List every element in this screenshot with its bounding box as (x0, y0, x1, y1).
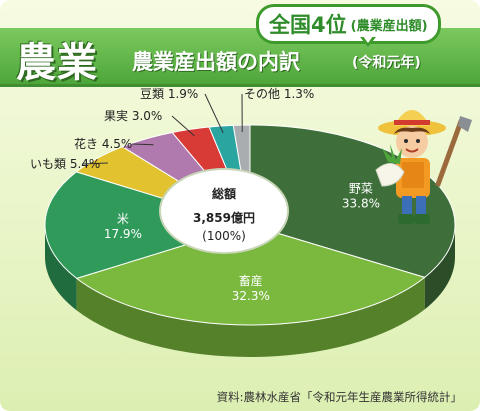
slice-value-米: 17.9% (104, 227, 142, 241)
pie-side-野菜 (424, 225, 455, 310)
slice-label-いも類: いも類 5.4% (30, 157, 100, 171)
slice-label-その他: その他 1.3% (244, 87, 314, 101)
chart-subtitle: (令和元年) (352, 55, 421, 71)
slice-value-畜産: 32.3% (232, 289, 270, 303)
source-note: 資料:農林水産省「令和元年生産農業所得統計」 (216, 390, 462, 404)
slice-label-花き: 花き 4.5% (74, 136, 132, 151)
center-total: 総額 3,859億円 (100%) (159, 168, 289, 254)
radish-icon (375, 144, 405, 187)
center-label-total: 3,859億円 (193, 210, 255, 225)
slice-value-野菜: 33.8% (342, 197, 380, 211)
leader-豆類 (204, 93, 224, 134)
header: 農業 農業産出額の内訳 (令和元年) 全国4位 (農業産出額) (0, 0, 480, 100)
pie-side-畜産 (76, 277, 425, 357)
slice-label-米: 米 (117, 212, 129, 226)
rank-main: 全国4位 (269, 13, 347, 37)
rank-badge: 全国4位 (農業産出額) (256, 4, 441, 44)
pie-slice-米 (44, 171, 252, 279)
center-label-title: 総額 (212, 186, 236, 201)
chart-title: 農業産出額の内訳 (132, 50, 300, 74)
crop-label: 農業 (16, 40, 98, 86)
slice-label-畜産: 畜産 (239, 273, 263, 288)
slice-label-果実: 果実 3.0% (104, 108, 162, 123)
leader-果実 (171, 115, 195, 137)
badge-tail-inner (363, 36, 373, 43)
pie-slice-畜産 (75, 224, 426, 326)
rank-note: (農業産出額) (350, 18, 428, 34)
slice-label-野菜: 野菜 (349, 182, 373, 196)
slice-label-豆類: 豆類 1.9% (140, 87, 198, 101)
center-ellipse (159, 168, 289, 254)
leader-花き (131, 143, 154, 146)
farmer-illustration (375, 110, 472, 224)
hoe-icon (435, 116, 472, 187)
leader-いも類 (81, 162, 108, 165)
center-label-percent: (100%) (202, 229, 246, 243)
pie-side-米 (45, 225, 77, 311)
